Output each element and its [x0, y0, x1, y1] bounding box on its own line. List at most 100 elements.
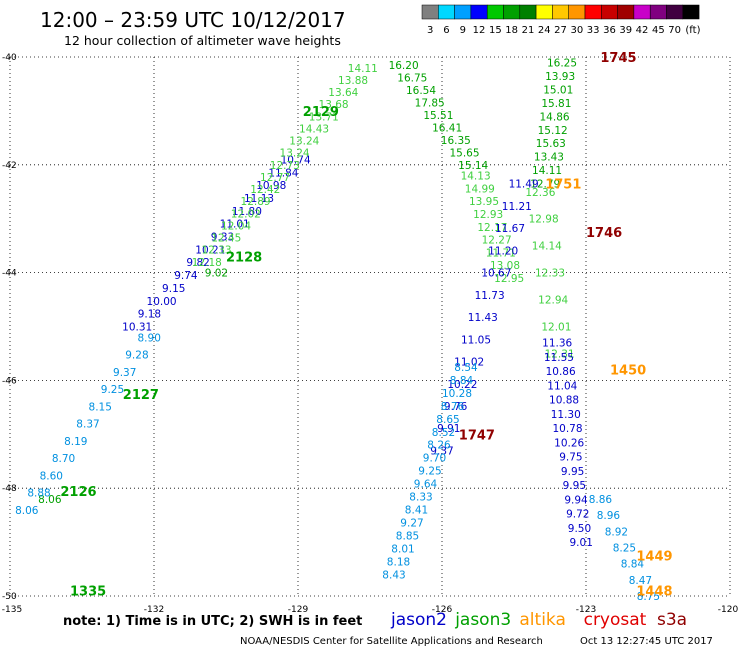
- swh-point: 15.12: [538, 125, 568, 137]
- swh-point: 14.86: [540, 111, 570, 123]
- swh-point: 8.47: [629, 575, 652, 587]
- swh-point: 16.75: [397, 73, 427, 85]
- swh-point: 13.88: [338, 75, 368, 87]
- x-tick-label: -123: [576, 605, 596, 615]
- swh-point: 9.75: [559, 452, 582, 464]
- swh-point: 8.43: [382, 569, 405, 581]
- y-tick-label: -40: [2, 53, 17, 63]
- swh-point: 11.05: [461, 334, 491, 346]
- swh-point: 11.55: [544, 352, 574, 364]
- colorbar-label: 30: [570, 25, 583, 36]
- swh-point: 14.99: [465, 183, 495, 195]
- swh-point: 12.27: [482, 235, 512, 247]
- swh-point: 16.35: [441, 135, 471, 147]
- pass-label: 1450: [610, 364, 646, 379]
- swh-point: 11.04: [547, 380, 577, 392]
- swh-point: 8.65: [436, 414, 459, 426]
- swh-point: 11.67: [495, 223, 525, 235]
- colorbar-swatch: [535, 4, 553, 20]
- swh-point: 8.06: [38, 494, 62, 506]
- swh-point: 9.91: [437, 423, 460, 435]
- swh-point: 11.13: [244, 193, 274, 205]
- swh-point: 13.24: [289, 136, 319, 148]
- colorbar-label: 21: [522, 25, 535, 36]
- swh-point: 11.73: [475, 290, 505, 302]
- legend-altika: altika: [519, 610, 566, 630]
- footer-note: note: 1) Time is in UTC; 2) SWH is in fe…: [63, 614, 362, 629]
- colorbar-label: 45: [652, 25, 665, 36]
- colorbar-label: 9: [460, 25, 466, 36]
- colorbar-label: 27: [554, 25, 567, 36]
- pass-label: 1448: [636, 585, 672, 600]
- swh-point: 13.43: [534, 152, 564, 164]
- swh-point: 16.20: [389, 60, 419, 72]
- pass-label: 1747: [459, 428, 495, 443]
- swh-point: 9.74: [174, 270, 198, 282]
- x-tick-label: -135: [2, 605, 22, 615]
- colorbar-swatch: [633, 4, 651, 20]
- pass-label: 2126: [60, 485, 96, 500]
- swh-point: 9.76: [444, 401, 468, 413]
- colorbar-swatch: [584, 4, 602, 20]
- chart-subtitle: 12 hour collection of altimeter wave hei…: [64, 33, 341, 48]
- swh-point: 10.00: [147, 296, 177, 308]
- swh-point: 10.86: [546, 366, 576, 378]
- swh-point: 12.36: [525, 187, 555, 199]
- swh-point: 8.96: [597, 510, 621, 522]
- pass-label: 1335: [70, 585, 106, 600]
- swh-point: 12.31: [545, 348, 575, 360]
- swh-point: 9.72: [566, 509, 589, 521]
- colorbar-swatch: [470, 4, 488, 20]
- swh-point: 8.25: [613, 542, 636, 554]
- swh-point: 8.88: [27, 488, 50, 500]
- swh-point: 8.86: [589, 494, 613, 506]
- swh-point: 8.26: [427, 440, 451, 452]
- swh-point: 9.70: [423, 453, 446, 465]
- swh-point: 10.21: [195, 244, 225, 256]
- swh-point: 12.17: [477, 222, 507, 234]
- swh-point: 13.95: [469, 196, 499, 208]
- colorbar-label: 18: [505, 25, 518, 36]
- swh-point: 11.01: [220, 219, 250, 231]
- colorbar-swatch: [421, 4, 439, 20]
- x-tick-label: -120: [718, 605, 739, 615]
- axis-ticks: -135 -132 -129 -126 -123 -120 -40 -42 -44 -46 -48 -…: [2, 53, 739, 615]
- swh-point: 14.11: [348, 63, 378, 75]
- swh-point: 16.41: [432, 122, 462, 134]
- swh-point: 11.02: [454, 357, 484, 369]
- swh-point: 12.77: [260, 172, 290, 184]
- swh-point: 8.60: [40, 470, 63, 482]
- colorbar-label: 24: [538, 25, 551, 36]
- swh-point: 10.26: [554, 437, 584, 449]
- swh-point: 12.95: [494, 273, 524, 285]
- swh-point: 12.94: [538, 295, 568, 307]
- pass-label: 1745: [600, 51, 636, 66]
- swh-point: 13.68: [319, 99, 349, 111]
- swh-point: 11.20: [488, 245, 518, 257]
- swh-point: 13.93: [545, 71, 575, 83]
- x-tick-label: -132: [144, 605, 164, 615]
- swh-point: 8.85: [396, 531, 419, 543]
- colorbar-swatch: [486, 4, 504, 20]
- pass-labels: 2129 2128 2127 2126 1335 1745 1751 1746 1747 1450…: [60, 51, 672, 600]
- swh-point: 11.43: [468, 312, 498, 324]
- swh-point: 8.01: [391, 544, 414, 556]
- swh-point: 9.37: [113, 367, 136, 379]
- swh-point: 14.14: [532, 241, 562, 253]
- colorbar-label: 33: [587, 25, 600, 36]
- swh-point: 9.27: [400, 518, 423, 530]
- colorbar-label: (ft): [685, 25, 700, 36]
- swh-point: 8.70: [52, 453, 75, 465]
- legend-cryosat: cryosat: [584, 610, 647, 630]
- colorbar-swatch: [519, 4, 537, 20]
- colorbar-label: 6: [443, 25, 449, 36]
- swh-point: 8.06: [15, 505, 39, 517]
- swh-point: 10.78: [552, 423, 582, 435]
- swh-point: 11.30: [551, 409, 581, 421]
- colorbar-legend: 3 6 9 12 15 18 21 24 27 30 33 36 39 42 45 70 (ft): [421, 4, 701, 36]
- swh-point: 8.18: [387, 556, 410, 568]
- swh-point: 9.18: [138, 309, 161, 321]
- swh-point: 11.71: [486, 247, 516, 259]
- y-tick-label: -48: [2, 484, 17, 494]
